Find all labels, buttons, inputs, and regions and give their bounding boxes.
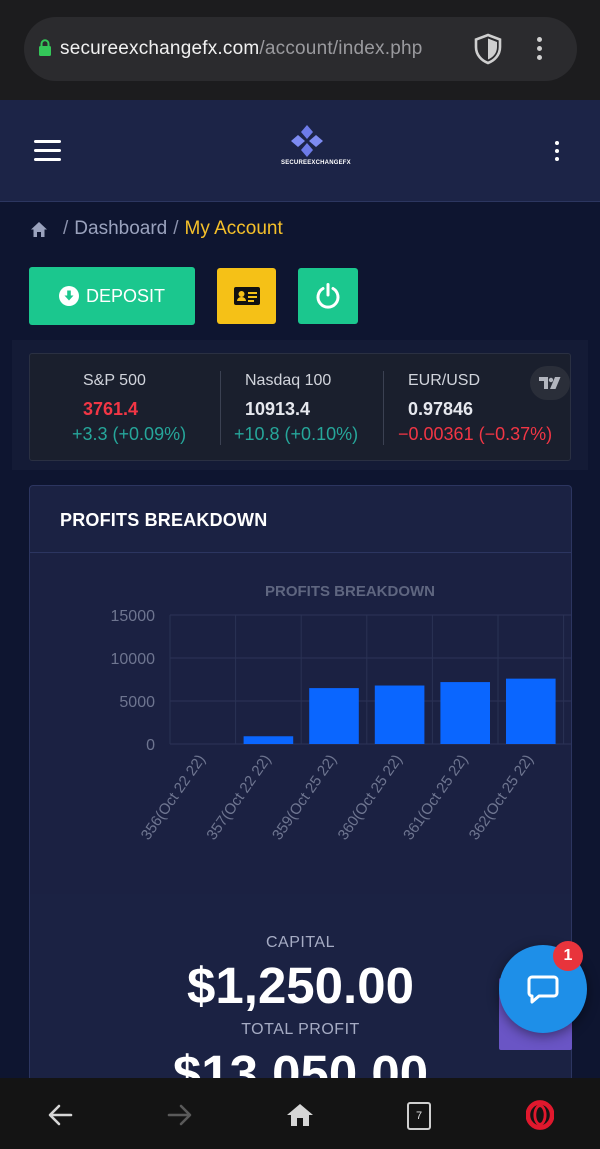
lock-icon [39,39,51,56]
capital-label: CAPITAL [266,934,335,951]
breadcrumb: / Dashboard / My Account [30,218,283,240]
opera-menu-icon[interactable] [526,1100,554,1130]
deposit-button[interactable]: DEPOSIT [29,267,195,325]
browser-toolbar: secureexchangefx.com/account/index.php [0,0,600,100]
tabs-count: 7 [407,1102,431,1130]
chart-bar [309,688,359,744]
ticker-name: S&P 500 [83,372,146,389]
app-menu-icon[interactable] [553,141,561,163]
y-tick-label: 15000 [111,608,156,625]
back-arrow-icon[interactable] [46,1102,74,1128]
deposit-label: DEPOSIT [85,285,165,306]
site-logo[interactable]: SECUREEXCHANGEFX [281,124,351,174]
logo-icon [291,125,323,157]
chart-bar [440,682,490,744]
browser-menu-icon[interactable] [533,37,545,63]
profits-card-header: PROFITS BREAKDOWN [30,486,571,553]
forward-arrow-icon[interactable] [166,1102,194,1128]
ticker-change: +10.8 (+0.10%) [234,424,359,444]
download-circle-icon [58,286,79,306]
chat-bubble-icon [527,975,559,1004]
hamburger-menu-icon[interactable] [34,140,61,161]
profits-chart[interactable]: PROFITS BREAKDOWN 0 5000 10000 15000 356(Oct … [30,554,571,894]
url-path: /account/index.php [259,38,423,59]
total-profit-label: TOTAL PROFIT [241,1021,360,1038]
ticker-price: 10913.4 [245,399,311,419]
home-icon[interactable] [30,221,48,238]
app-header: SECUREEXCHANGEFX [0,100,600,202]
x-tick-label: 356(Oct 22 22) [138,752,209,844]
breadcrumb-dashboard[interactable]: Dashboard [74,218,168,239]
y-tick-label: 10000 [111,651,156,668]
chat-unread-badge: 1 [553,941,583,971]
tradingview-logo-icon[interactable] [530,366,570,400]
breadcrumb-my-account: My Account [184,218,283,239]
chart-bar [243,736,294,744]
ticker-change: −0.00361 (−0.37%) [398,424,553,444]
x-tick-label: 362(Oct 25 22) [466,752,537,844]
breadcrumb-separator: / [173,218,179,239]
x-tick-label: 360(Oct 25 22) [335,752,406,844]
market-ticker[interactable]: S&P 500 3761.4 +3.3 (+0.09%) Nasdaq 100 … [29,353,571,461]
chart-bar [506,678,556,744]
id-card-icon [233,287,260,305]
chart-bar [374,685,425,744]
profits-card: PROFITS BREAKDOWN PROFITS BREAKDOWN 0 5000… [29,485,572,1105]
ticker-item-sp500[interactable]: S&P 500 3761.4 +3.3 (+0.09%) [72,354,236,460]
power-icon [316,283,340,309]
profile-card-button[interactable] [217,268,276,324]
ticker-name: Nasdaq 100 [245,372,332,389]
tabs-icon[interactable]: 7 [407,1099,433,1131]
chart-title: PROFITS BREAKDOWN [265,583,435,600]
x-tick-label: 359(Oct 25 22) [269,752,340,844]
x-tick-label: 361(Oct 25 22) [400,752,471,844]
ticker-item-nasdaq[interactable]: Nasdaq 100 10913.4 +10.8 (+0.10%) [234,354,398,460]
breadcrumb-separator: / [63,218,69,239]
ticker-item-eurusd[interactable]: EUR/USD 0.97846 −0.00361 (−0.37%) [397,354,561,460]
capital-value: $1,250.00 [187,957,414,1014]
url-text: secureexchangefx.com/account/index.php [60,38,423,60]
browser-bottom-nav: 7 [0,1078,600,1149]
profits-chart-svg: PROFITS BREAKDOWN 0 5000 10000 15000 356(Oct … [111,583,571,844]
ticker-name: EUR/USD [408,372,481,389]
home-nav-icon[interactable] [286,1102,314,1128]
x-tick-label: 357(Oct 22 22) [203,752,274,844]
logo-text: SECUREEXCHANGEFX [281,160,351,166]
ticker-divider [220,371,221,445]
logout-button[interactable] [298,268,358,324]
ticker-change: +3.3 (+0.09%) [72,424,187,444]
y-tick-label: 0 [146,737,155,754]
address-bar[interactable]: secureexchangefx.com/account/index.php [24,17,577,81]
ticker-price: 0.97846 [408,399,474,419]
url-host: secureexchangefx.com [60,38,260,59]
y-tick-label: 5000 [119,694,155,711]
ticker-price: 3761.4 [83,399,139,419]
shield-icon[interactable] [473,33,503,65]
ticker-divider [383,371,384,445]
profits-card-title: PROFITS BREAKDOWN [60,510,268,530]
